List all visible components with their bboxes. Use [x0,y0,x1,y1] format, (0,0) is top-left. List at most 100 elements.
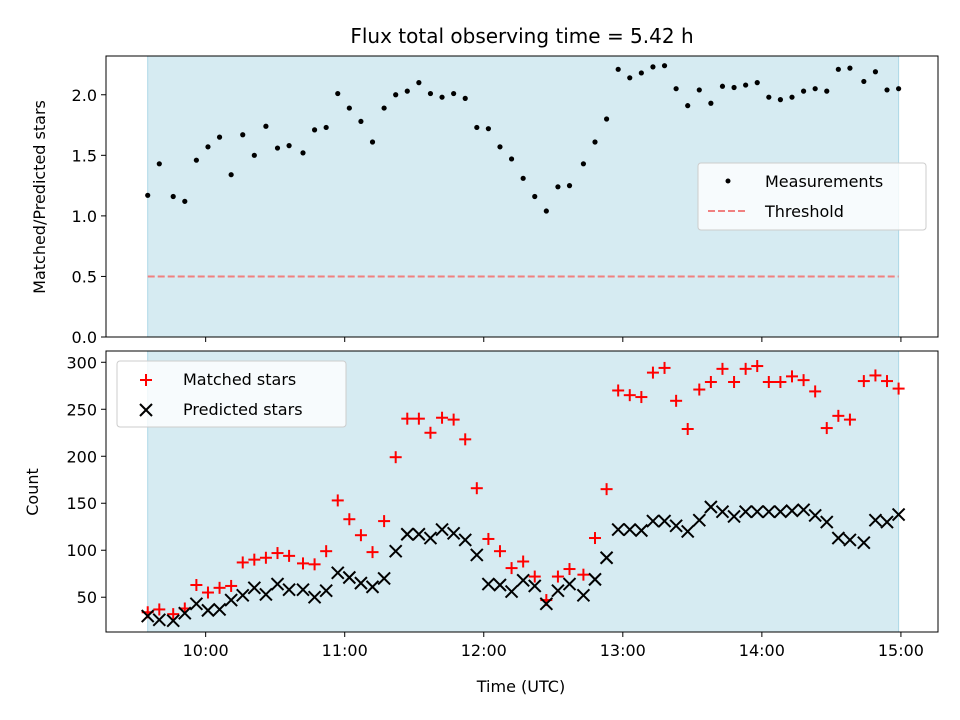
predicted-star-point [820,515,834,529]
predicted-star-point [599,551,614,565]
predicted-star-b [551,583,565,598]
predicted-star-point [562,577,577,591]
predicted-star-b [331,566,345,580]
matched-star-point [447,413,460,426]
matched-star-point [716,362,729,375]
predicted-star-b [504,584,519,599]
predicted-star-point [282,583,296,597]
matched-star-point [563,563,576,576]
predicted-star-point [319,583,333,598]
predicted-star-point [796,503,811,517]
matched-star-point [704,376,717,389]
predicted-star-b [354,576,368,590]
bottom-legend-box [116,360,347,428]
matched-star-point [857,375,870,388]
predicted-star-b [236,588,250,603]
predicted-star-b [611,522,625,537]
matched-star-point [505,562,518,575]
predicted-star-point [727,509,741,524]
measurement-point [650,64,656,70]
predicted-star-b [423,531,438,545]
predicted-star-b [528,579,542,593]
legend-predicted-label: Predicted stars [183,400,303,419]
predicted-star-point [576,588,591,603]
legend-predicted-marker [139,403,153,417]
matched-star-point [881,375,894,388]
matched-star-point [412,412,425,425]
matched-star-point [331,494,344,507]
predicted-star-b [750,504,764,519]
predicted-star-b [296,583,310,597]
matched-star-point [320,545,333,558]
predicted-star-b [166,614,180,628]
predicted-star-b [481,577,496,591]
matched-star-point [201,586,214,599]
predicted-star-point [634,523,649,538]
matched-star-point [739,362,752,375]
measurement-point [216,134,223,140]
matched-star-point [693,383,706,396]
measurement-point [566,182,573,189]
predicted-star-point [539,597,554,611]
predicted-star-b [646,514,660,528]
measurement-point [416,80,422,86]
top-legend: Measurements Threshold [697,162,927,231]
bottom-y-axis-label: Count [23,468,42,516]
predicted-star-b [680,524,695,539]
predicted-star-point [493,578,507,592]
matched-star-point [259,551,272,564]
measurement-point [520,175,526,181]
measurement-point [335,90,341,97]
predicted-star-b [657,514,672,528]
predicted-star-b [189,597,204,611]
predicted-star-b [727,509,741,524]
matched-star-point [378,515,391,528]
legend-measurements-marker [725,178,731,184]
predicted-star-point [189,597,204,611]
predicted-star-point [166,614,180,628]
top-chart-title: Flux total observing time = 5.42 h [350,24,693,48]
legend-threshold-label: Threshold [764,202,844,221]
predicted-star-b [623,522,637,537]
predicted-star-b [785,504,799,518]
matched-star-point [820,422,833,435]
predicted-star-point [365,580,380,594]
measurement-point [627,75,633,81]
measurement-point [673,86,679,92]
predicted-star-b [141,609,155,623]
predicted-star-b [458,533,472,547]
measurement-point [228,172,234,178]
predicted-star-b [178,606,192,620]
measurement-point [485,126,491,132]
measurement-point [861,78,867,85]
legend-measurements-label: Measurements [765,172,883,191]
matched-star-point [459,433,472,446]
predicted-star-point [680,524,695,539]
predicted-star-point [247,581,262,595]
predicted-star-point [516,573,530,588]
predicted-star-b [773,504,788,519]
matched-star-point [424,426,437,439]
predicted-star-b [446,526,461,541]
predicted-star-point [891,507,906,522]
matched-star-point [762,376,775,389]
predicted-star-point [236,588,250,603]
predicted-star-b [562,577,577,591]
matched-star-point [670,394,683,407]
measurement-point [381,105,387,111]
predicted-star-point [400,527,414,541]
measurement-point [404,88,410,94]
predicted-star-b [365,580,380,594]
predicted-star-point [868,513,883,527]
predicted-star-point [259,587,273,602]
predicted-star-point [623,522,637,537]
predicted-star-point [762,504,776,519]
measurement-point [615,66,621,72]
matched-star-point [809,385,822,398]
bottom-legend: Matched stars Predicted stars [116,360,347,428]
top-y-axis-label: Matched/Predicted stars [30,100,49,294]
measurement-point [274,145,281,151]
predicted-star-b [307,590,322,604]
predicted-star-point [504,584,519,599]
predicted-star-point [458,533,472,547]
